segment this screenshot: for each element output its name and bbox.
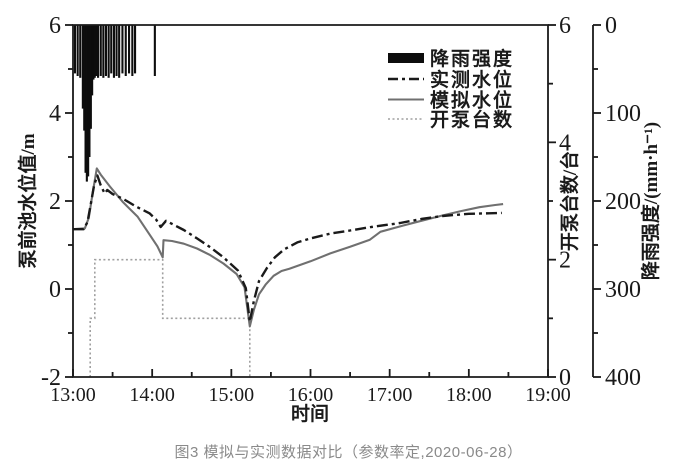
legend-label: 模拟水位 [430, 89, 514, 112]
rain-bar [131, 25, 134, 76]
series-pumps-on [89, 258, 251, 377]
rain-bar [92, 25, 95, 80]
rain-bar [83, 25, 86, 131]
series-simulated-level [72, 167, 504, 328]
rain-bar [110, 25, 113, 74]
rain-tick-label: 400 [605, 365, 641, 391]
rain-bar [107, 25, 110, 78]
left-tick-label: 6 [49, 13, 61, 39]
left-axis-title: 泵前池水位值/m [16, 133, 39, 268]
rain-bar [134, 25, 137, 74]
rain-bar [99, 25, 102, 76]
rain-bar [118, 25, 121, 78]
series-measured-level [73, 174, 502, 323]
legend-label: 开泵台数 [430, 108, 514, 131]
pump-axis-title: 开泵台数/台 [558, 151, 581, 251]
rain-bar [81, 25, 84, 109]
rain-bar [95, 25, 98, 76]
x-tick-label: 17:00 [367, 384, 413, 406]
rain-bar [76, 25, 79, 76]
rain-tick-label: 300 [605, 277, 641, 303]
rain-bar [88, 25, 91, 157]
x-tick-label: 13:00 [50, 384, 96, 406]
x-tick-label: 19:00 [525, 384, 571, 406]
rain-bar [89, 25, 92, 129]
legend-label: 实测水位 [430, 68, 514, 91]
left-tick-label: 2 [49, 189, 61, 215]
rain-bar [73, 25, 76, 74]
rain-bar [124, 25, 127, 76]
rain-tick-label: 100 [605, 101, 641, 127]
left-tick-label: 4 [49, 101, 61, 127]
rain-bar [91, 25, 94, 96]
legend-swatch-bar [388, 53, 424, 63]
rain-tick-label: 200 [605, 189, 641, 215]
legend-label: 降雨强度 [430, 47, 514, 70]
rain-bar [115, 25, 118, 76]
rain-bar [93, 25, 96, 78]
rain-bar [84, 25, 87, 173]
x-tick-label: 14:00 [129, 384, 175, 406]
rain-bar [87, 25, 90, 177]
rain-bar [112, 25, 115, 78]
x-tick-label: 18:00 [446, 384, 492, 406]
rain-tick-label: 0 [605, 13, 617, 39]
series-rainfall-bars [73, 25, 156, 182]
rain-axis-title: 降雨强度/(mm·h⁻¹) [639, 122, 662, 280]
rain-bar [102, 25, 105, 78]
tick-labels: 6 4 2 0 -213:00 14:00 15:00 16:00 17:00 18:00 19:0… [41, 13, 641, 406]
rain-bar [121, 25, 124, 74]
rain-bar [79, 25, 82, 78]
rain-bar [104, 25, 107, 76]
x-axis-title: 时间 [291, 403, 329, 425]
pump-tick-label: 4 [559, 130, 571, 156]
x-tick-label: 15:00 [209, 384, 255, 406]
figure-caption: 图3 模拟与实测数据对比（参数率定,2020-06-28） [174, 444, 523, 461]
left-tick-label: -2 [41, 365, 61, 391]
pump-tick-label: 6 [559, 13, 571, 39]
x-tick-label: 16:00 [288, 384, 334, 406]
pump-tick-label: 0 [559, 365, 571, 391]
rain-bar [153, 25, 156, 76]
rain-bar [128, 25, 131, 74]
left-tick-label: 0 [49, 277, 61, 303]
pump-tick-label: 2 [559, 248, 571, 274]
rain-bar [85, 25, 88, 182]
axes [65, 24, 601, 378]
rain-bar [97, 25, 100, 78]
